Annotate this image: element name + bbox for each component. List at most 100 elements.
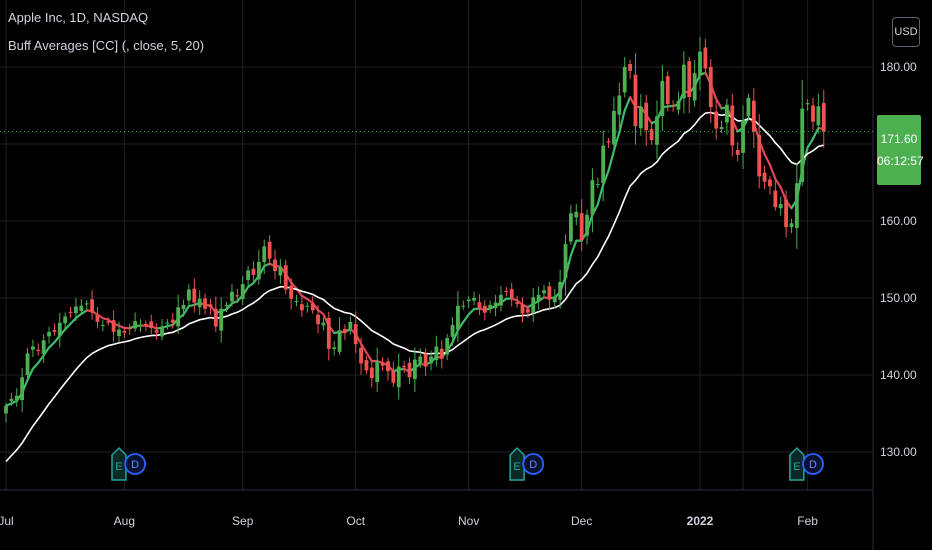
dividend-marker-shape	[802, 453, 824, 475]
candle	[488, 300, 493, 313]
candle-body	[305, 305, 310, 307]
candle-body	[117, 329, 121, 337]
candle	[525, 305, 530, 318]
candle	[644, 94, 649, 146]
candle-body	[482, 305, 487, 313]
candle-body	[515, 302, 519, 305]
candle-body	[353, 324, 358, 345]
candle-body	[450, 324, 455, 337]
candle-body	[665, 76, 670, 104]
fast-line-segment	[623, 96, 632, 112]
candle	[187, 284, 191, 305]
candle-body	[811, 105, 815, 122]
candle	[563, 234, 568, 296]
candle	[310, 296, 315, 314]
candle	[757, 114, 762, 189]
candle-body	[337, 330, 342, 352]
candle	[294, 294, 299, 307]
candle	[601, 130, 606, 202]
y-tick-label: 130.00	[880, 445, 917, 459]
candle	[57, 312, 62, 348]
candle	[20, 367, 25, 413]
candle	[321, 317, 326, 331]
candle-body	[154, 330, 159, 333]
earnings-marker: E	[789, 446, 805, 481]
candle	[423, 348, 428, 377]
candle	[676, 91, 681, 115]
candle-body	[68, 311, 73, 313]
fast-line-segment	[715, 97, 723, 110]
candle-body	[391, 370, 396, 383]
candle	[499, 285, 503, 312]
candle	[493, 294, 498, 317]
candle-body	[187, 289, 191, 301]
candle	[160, 319, 164, 341]
candle	[36, 343, 41, 356]
candle	[289, 278, 294, 310]
candle-body	[246, 270, 250, 281]
candle-body	[63, 316, 68, 324]
candle	[569, 205, 573, 245]
candle-body	[143, 323, 148, 326]
candle-body	[606, 141, 611, 143]
candle-body	[525, 308, 530, 313]
candle	[730, 93, 735, 157]
candle-body	[160, 326, 164, 337]
candle-body	[719, 127, 724, 130]
candle	[789, 218, 794, 233]
candle-body	[84, 303, 89, 305]
fast-line-segment	[225, 302, 234, 311]
candle	[590, 168, 595, 233]
fast-line-segment	[42, 346, 51, 357]
candle-body	[256, 261, 261, 280]
candle	[515, 295, 519, 308]
fast-line-segment	[74, 312, 83, 320]
candle-body	[170, 319, 175, 323]
candle-body	[768, 179, 772, 187]
x-tick-label: Dec	[571, 514, 592, 528]
candle	[665, 71, 670, 112]
symbol-title[interactable]: Apple Inc, 1D, NASDAQ	[8, 10, 149, 25]
candle	[170, 313, 175, 329]
candle-body	[638, 107, 643, 129]
candle-body	[165, 322, 170, 324]
candle	[138, 319, 143, 332]
candle-body	[122, 330, 127, 333]
candle	[456, 291, 460, 342]
fast-line-segment	[26, 367, 35, 381]
candle	[63, 312, 68, 329]
candle-body	[369, 367, 374, 379]
candle	[84, 300, 89, 311]
candle	[192, 278, 197, 313]
fast-line-segment	[569, 239, 578, 257]
candle	[407, 357, 412, 384]
candle-body	[52, 330, 57, 332]
candle-body	[509, 289, 514, 298]
candle-body	[230, 291, 234, 302]
candle-body	[348, 321, 353, 329]
candle-body	[741, 120, 745, 153]
time-axis: Jul Aug Sep Oct Nov Dec 2022 Feb	[0, 514, 818, 528]
candle-body	[41, 340, 46, 354]
candle	[176, 294, 181, 334]
y-tick-label: 180.00	[880, 60, 917, 74]
indicator-title[interactable]: Buff Averages [CC] (, close, 5, 20)	[8, 38, 205, 53]
candle-body	[402, 365, 407, 368]
candle	[203, 293, 207, 315]
candle-body	[778, 204, 783, 209]
candle-body	[762, 172, 767, 182]
candle-body	[9, 398, 14, 402]
candle	[778, 196, 783, 216]
candle	[536, 286, 541, 310]
candle	[273, 249, 277, 280]
earnings-marker-label: E	[793, 461, 800, 473]
x-tick-label: 2022	[687, 514, 714, 528]
candle	[509, 282, 514, 307]
candle	[800, 79, 805, 186]
candle-body	[488, 304, 493, 309]
candle	[267, 235, 272, 266]
currency-button[interactable]: USD	[892, 17, 920, 47]
candle-body	[676, 100, 681, 110]
candle-body	[90, 299, 94, 313]
